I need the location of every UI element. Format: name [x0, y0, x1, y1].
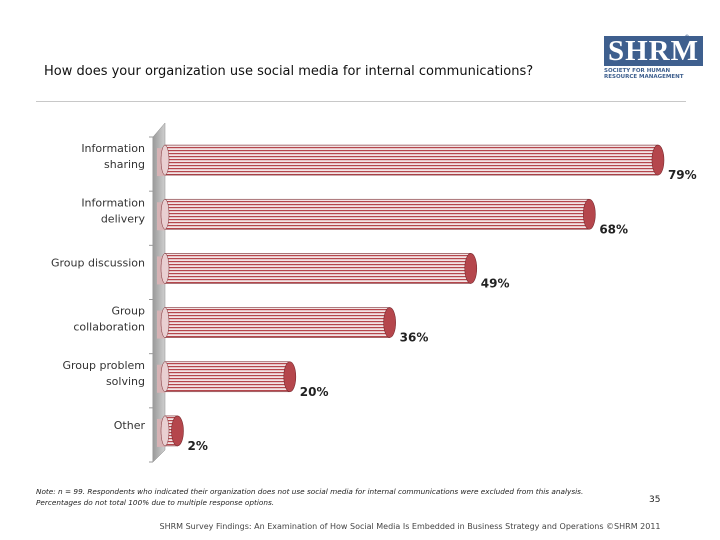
- chart-title: How does your organization use social me…: [44, 64, 534, 79]
- category-label: Group discussion: [51, 256, 145, 269]
- logo-subtitle: SOCIETY FOR HUMAN RESOURCE MANAGEMENT: [604, 68, 690, 80]
- bar-start-cap: [160, 253, 170, 284]
- value-label: 36%: [400, 331, 429, 345]
- logo-sub-line1: SOCIETY FOR HUMAN: [604, 68, 671, 74]
- title-divider: [36, 101, 686, 102]
- bar-body: [164, 144, 659, 176]
- bar-start-cap: [160, 307, 170, 338]
- category-labels-group: Information sharing Information delivery Gro…: [51, 142, 145, 432]
- bar: [157, 198, 596, 231]
- bar-end-cap: [383, 307, 396, 338]
- bar-end-cap: [651, 144, 665, 176]
- bar-end-cap: [464, 253, 478, 284]
- value-label: 49%: [481, 276, 510, 290]
- bars-group: [157, 144, 665, 447]
- bar-start-cap: [160, 144, 170, 176]
- logo-sub-line2: RESOURCE MANAGEMENT: [604, 74, 684, 80]
- category-label-line: Other: [114, 419, 146, 432]
- bar-end-cap: [283, 361, 297, 393]
- bar: [157, 307, 396, 339]
- category-label-line: collaboration: [73, 321, 145, 334]
- bar-start-cap: [160, 199, 170, 230]
- value-label: 2%: [187, 439, 207, 453]
- category-label-line: Group discussion: [51, 256, 145, 269]
- footnote-line1: Note: n = 99. Respondents who indicated …: [36, 487, 584, 496]
- bar-body: [164, 307, 390, 338]
- bar-body: [164, 361, 291, 393]
- bar-start-cap: [160, 415, 170, 447]
- category-label: Group collaboration: [73, 305, 145, 334]
- category-label-line: Group problem: [63, 359, 146, 372]
- category-label: Information delivery: [81, 196, 145, 225]
- value-labels-group: 79% 68% 49% 36% 20% 2%: [187, 168, 696, 453]
- category-label-line: sharing: [104, 158, 145, 171]
- logo-mark: SHRM: [604, 36, 703, 66]
- bar-end-cap: [583, 198, 596, 230]
- value-label: 20%: [300, 385, 329, 399]
- bar: [157, 144, 665, 177]
- logo-registered: ®: [684, 34, 690, 41]
- category-label-line: solving: [106, 375, 145, 388]
- footnote: Note: n = 99. Respondents who indicated …: [36, 486, 656, 508]
- category-label-line: delivery: [101, 212, 146, 225]
- value-label: 68%: [599, 222, 628, 236]
- bar-start-cap: [160, 361, 170, 392]
- category-label-line: Information: [81, 196, 145, 209]
- bar-end-cap: [171, 415, 184, 447]
- category-label: Information sharing: [81, 142, 145, 171]
- bar: [157, 253, 478, 285]
- bar-body: [164, 253, 472, 284]
- footer-text: SHRM Survey Findings: An Examination of …: [159, 522, 661, 531]
- category-label: Group problem solving: [63, 359, 146, 388]
- category-label: Other: [114, 419, 146, 432]
- category-label-line: Group: [112, 305, 146, 318]
- bar: [157, 361, 297, 393]
- bar-chart: Information sharing Information delivery Gro…: [51, 122, 697, 463]
- page-number: 35: [649, 495, 661, 505]
- value-label: 79%: [668, 168, 697, 182]
- shrm-logo: SHRM ® SOCIETY FOR HUMAN RESOURCE MANAGE…: [604, 34, 703, 86]
- bar-body: [164, 198, 590, 230]
- footnote-line2: Percentages do not total 100% due to mul…: [36, 498, 275, 507]
- bar: [157, 415, 184, 447]
- category-label-line: Information: [81, 142, 145, 155]
